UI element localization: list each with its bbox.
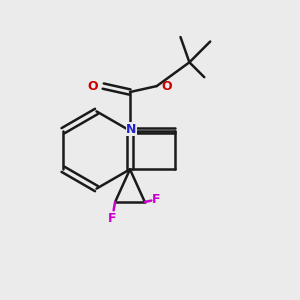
Text: O: O	[87, 80, 98, 93]
Text: F: F	[152, 193, 161, 206]
Text: F: F	[108, 212, 116, 225]
Text: O: O	[161, 80, 172, 93]
Text: N: N	[126, 123, 136, 136]
